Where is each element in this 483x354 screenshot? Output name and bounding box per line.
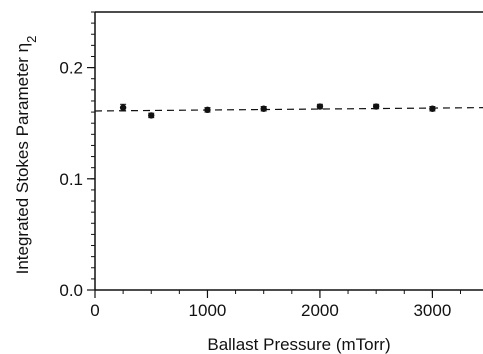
data-point xyxy=(148,112,155,119)
x-axis-title: Ballast Pressure (mTorr) xyxy=(207,335,390,354)
y-tick-label: 0.1 xyxy=(59,170,83,189)
x-tick-label: 3000 xyxy=(413,301,451,320)
x-tick-label: 0 xyxy=(90,301,99,320)
y-tick-label: 0.0 xyxy=(59,281,83,300)
data-point xyxy=(429,105,436,112)
ticks: 0 1000 2000 3000 0.0 0.1 0.2 xyxy=(59,11,462,320)
data-point xyxy=(260,105,267,112)
data-points xyxy=(119,103,436,119)
data-point xyxy=(204,106,211,114)
y-axis-title-main: Integrated Stokes Parameter η xyxy=(13,43,32,275)
y-tick-label: 0.2 xyxy=(59,59,83,78)
plot-frame xyxy=(94,11,483,291)
fit-line xyxy=(94,107,483,112)
y-axis-title-subscript: 2 xyxy=(24,36,39,43)
data-point xyxy=(372,103,380,110)
x-tick-label: 2000 xyxy=(301,301,339,320)
x-tick-label: 1000 xyxy=(189,301,227,320)
y-axis-title: Integrated Stokes Parameter η2 xyxy=(13,36,39,275)
data-point xyxy=(119,104,127,111)
data-point xyxy=(316,103,324,110)
fit-line-group xyxy=(94,107,483,112)
